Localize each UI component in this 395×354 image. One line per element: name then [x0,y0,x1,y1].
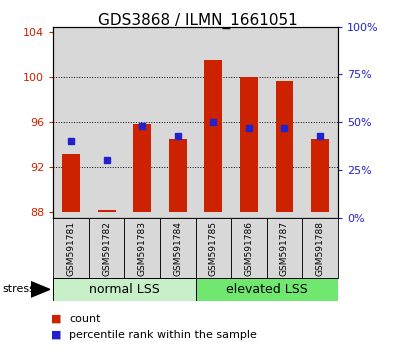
Text: elevated LSS: elevated LSS [226,283,307,296]
FancyBboxPatch shape [196,278,338,301]
Bar [276,80,293,212]
Text: GDS3868 / ILMN_1661051: GDS3868 / ILMN_1661051 [98,12,297,29]
FancyBboxPatch shape [267,218,302,278]
Bar [134,124,151,212]
Text: GSM591787: GSM591787 [280,221,289,276]
Text: stress: stress [2,284,35,295]
Bar [240,77,258,212]
Bar [231,27,267,218]
Text: ■: ■ [51,330,62,339]
Bar [311,139,329,212]
Text: ■: ■ [51,314,62,324]
Text: GSM591784: GSM591784 [173,221,182,276]
Text: GSM591781: GSM591781 [67,221,75,276]
Bar [98,210,115,212]
Bar [124,27,160,218]
Bar [205,60,222,212]
Polygon shape [31,282,50,297]
Text: normal LSS: normal LSS [89,283,160,296]
Text: GSM591782: GSM591782 [102,221,111,276]
Text: count: count [69,314,101,324]
FancyBboxPatch shape [89,218,124,278]
Bar [196,27,231,218]
Bar [302,27,338,218]
FancyBboxPatch shape [196,218,231,278]
FancyBboxPatch shape [231,218,267,278]
Text: GSM591786: GSM591786 [245,221,253,276]
Bar [89,27,124,218]
FancyBboxPatch shape [124,218,160,278]
Bar [160,27,196,218]
Bar [53,27,89,218]
FancyBboxPatch shape [53,218,89,278]
Text: GSM591785: GSM591785 [209,221,218,276]
FancyBboxPatch shape [302,218,338,278]
FancyBboxPatch shape [160,218,196,278]
Text: percentile rank within the sample: percentile rank within the sample [69,330,257,339]
Text: GSM591783: GSM591783 [138,221,147,276]
Bar [169,139,186,212]
FancyBboxPatch shape [53,278,196,301]
Text: GSM591788: GSM591788 [316,221,324,276]
Bar [62,154,80,212]
Bar [267,27,302,218]
